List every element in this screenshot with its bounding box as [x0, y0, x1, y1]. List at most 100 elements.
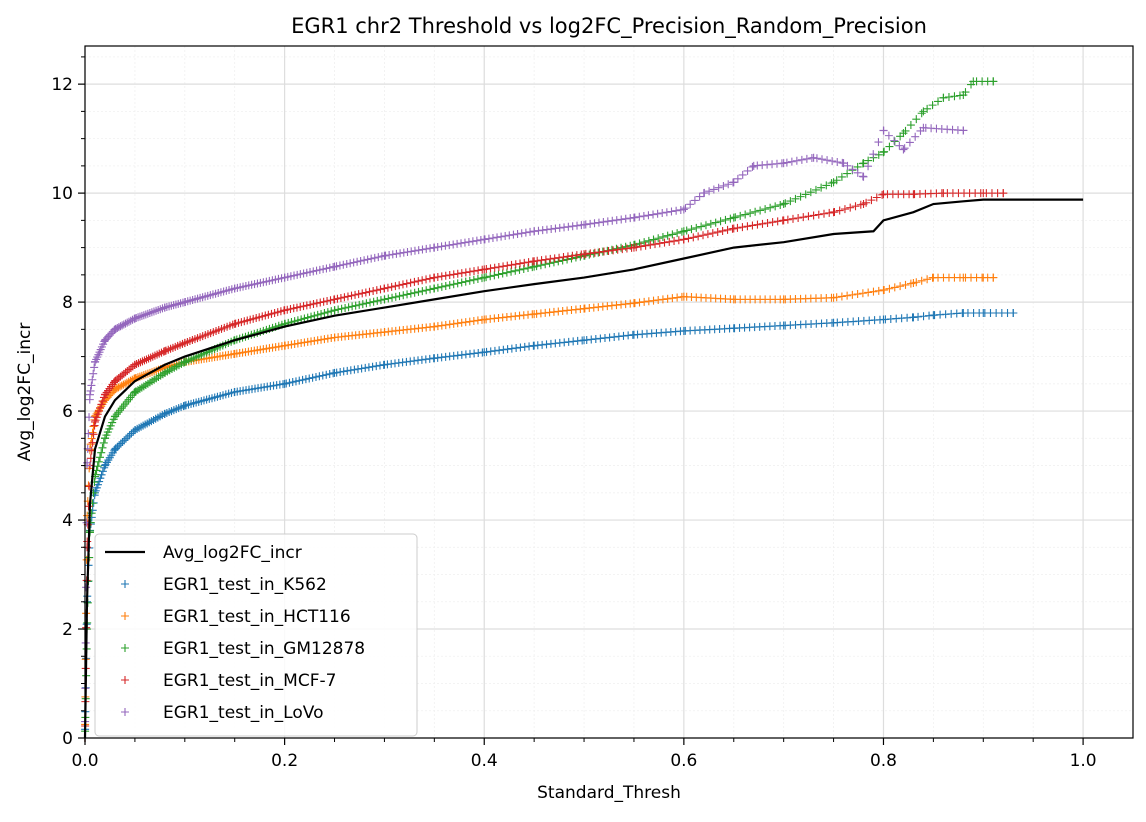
data-point — [145, 378, 154, 387]
data-point — [306, 300, 315, 309]
data-point — [433, 283, 442, 292]
data-point — [334, 305, 343, 314]
data-point — [180, 298, 189, 307]
data-point — [87, 434, 96, 443]
data-point — [660, 238, 669, 247]
data-point — [336, 368, 345, 377]
data-point — [473, 316, 482, 325]
data-point — [461, 268, 470, 277]
data-point — [380, 360, 389, 369]
data-point — [322, 264, 331, 273]
data-point — [310, 311, 319, 320]
data-point — [388, 293, 397, 302]
legend-marker-swatch — [121, 708, 129, 716]
data-point — [480, 273, 489, 282]
data-point — [919, 107, 928, 116]
data-point — [690, 196, 699, 205]
data-point — [380, 251, 389, 260]
data-point — [679, 235, 688, 244]
data-point — [391, 282, 400, 291]
data-point — [979, 273, 988, 282]
data-point — [819, 209, 828, 218]
data-point — [472, 236, 481, 245]
data-point — [796, 192, 805, 201]
series-line-Avg_log2FC_incr — [83, 198, 1084, 739]
data-point — [885, 284, 894, 293]
data-point — [130, 426, 139, 435]
data-point — [484, 234, 493, 243]
x-tick-label: 0.2 — [271, 751, 298, 771]
data-point — [385, 251, 394, 260]
data-point — [494, 263, 503, 272]
data-point — [874, 286, 883, 295]
data-point — [387, 282, 396, 291]
data-point — [959, 91, 968, 100]
data-point — [308, 373, 317, 382]
data-point — [713, 228, 722, 237]
data-point — [465, 317, 474, 326]
data-point — [358, 300, 367, 309]
data-point — [618, 245, 627, 254]
data-point — [829, 293, 838, 302]
data-point — [880, 147, 889, 156]
data-point — [453, 269, 462, 278]
data-point — [621, 214, 630, 223]
data-point — [298, 375, 307, 384]
data-point — [499, 345, 508, 354]
data-point — [655, 239, 664, 248]
data-point — [461, 277, 470, 286]
data-point — [469, 275, 478, 284]
data-point — [295, 376, 304, 385]
data-point — [132, 359, 141, 368]
legend-label: EGR1_test_in_GM12878 — [163, 639, 365, 659]
data-point — [748, 221, 757, 230]
data-point — [339, 260, 348, 269]
data-point — [143, 379, 152, 388]
data-point — [694, 232, 703, 241]
x-tick-label: 0.0 — [71, 751, 98, 771]
data-point — [441, 271, 450, 280]
data-point — [695, 192, 704, 201]
data-point — [480, 235, 489, 244]
data-point — [672, 206, 681, 215]
data-point — [663, 294, 672, 303]
data-point — [106, 421, 115, 430]
legend: Avg_log2FC_incr EGR1_test_in_K562 EGR1_tes… — [94, 533, 418, 737]
data-point — [469, 317, 478, 326]
data-point — [788, 214, 797, 223]
data-point — [98, 443, 107, 452]
data-point — [124, 317, 133, 326]
y-tick-label: 2 — [62, 620, 73, 640]
data-point — [325, 369, 334, 378]
data-point — [670, 237, 679, 246]
data-point — [879, 126, 888, 135]
data-point — [121, 379, 130, 388]
data-point — [430, 273, 439, 282]
data-point — [804, 212, 813, 221]
data-point — [353, 257, 362, 266]
data-point — [160, 368, 169, 377]
data-point — [801, 190, 810, 199]
data-point — [799, 213, 808, 222]
data-point — [357, 364, 366, 373]
data-point — [180, 401, 189, 410]
data-point — [526, 227, 535, 236]
data-point — [453, 239, 462, 248]
data-point — [989, 273, 998, 282]
data-point — [791, 194, 800, 203]
data-point — [369, 286, 378, 295]
data-point — [376, 285, 385, 294]
data-point — [779, 216, 788, 225]
data-point — [95, 453, 104, 462]
data-point — [94, 457, 103, 466]
y-tick-label: 10 — [51, 184, 73, 204]
data-point — [848, 290, 857, 299]
data-point — [313, 336, 322, 345]
data-point — [351, 301, 360, 310]
data-point — [503, 345, 512, 354]
data-point — [372, 362, 381, 371]
data-point — [288, 378, 297, 387]
data-point — [644, 236, 653, 245]
data-point — [530, 257, 539, 266]
data-point — [93, 462, 102, 471]
